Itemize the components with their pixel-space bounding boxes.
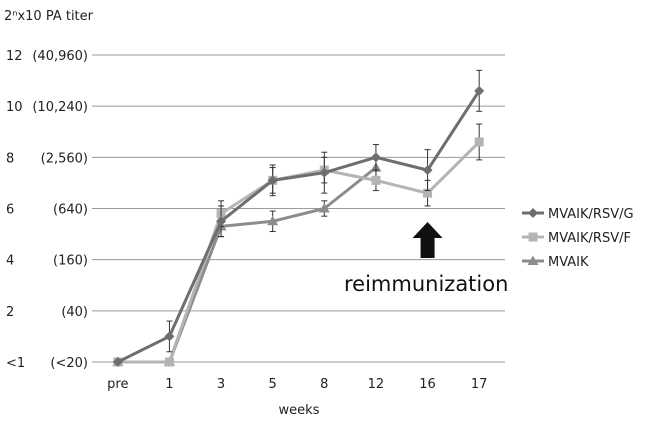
data-point <box>474 85 485 96</box>
data-point <box>422 165 433 176</box>
y-tick-titer-label: (<20) <box>50 356 88 371</box>
legend-item: MVAIK/RSV/G <box>522 207 634 222</box>
y-tick-titer-label: (40,960) <box>32 49 88 64</box>
legend-item: MVAIK <box>522 255 589 270</box>
x-tick-label: 1 <box>165 377 173 392</box>
data-point <box>319 167 330 178</box>
legend: MVAIK/RSV/G MVAIK/RSV/F MVAIK <box>522 207 634 270</box>
legend-label: MVAIK <box>548 255 589 270</box>
data-point <box>474 137 484 147</box>
legend-marker <box>528 232 538 242</box>
y-tick-titer-label: (40) <box>61 305 88 320</box>
y-tick-labels: <1 (<20) 2 (40) 4 (160) 6 (640) 8 (2,560) 10 (10,24… <box>6 49 88 371</box>
x-tick-label: 12 <box>368 377 385 392</box>
legend-item: MVAIK/RSV/F <box>522 231 631 246</box>
x-tick-label: pre <box>107 377 128 392</box>
x-tick-labels: pre 1 3 5 8 12 16 17 <box>107 377 487 392</box>
legend-marker <box>527 255 539 265</box>
series-lines <box>112 69 485 367</box>
legend-marker <box>528 208 538 218</box>
x-tick-label: 16 <box>419 377 436 392</box>
y-tick-titer-label: (2,560) <box>41 151 88 166</box>
y-tick-label: 12 <box>6 49 23 64</box>
series-2 <box>112 156 382 366</box>
up-arrow-icon <box>412 222 443 258</box>
y-tick-label: 4 <box>6 254 14 269</box>
x-axis-title: weeks <box>279 403 320 418</box>
annotation: reimmunization <box>344 222 508 296</box>
data-point <box>318 203 330 213</box>
grid-lines <box>92 54 505 363</box>
x-tick-label: 17 <box>471 377 488 392</box>
data-point <box>216 216 227 227</box>
data-point <box>112 357 123 367</box>
series-line <box>117 89 481 364</box>
y-axis-title: 2ⁿx10 PA titer <box>4 9 94 24</box>
data-point <box>371 175 381 185</box>
data-point <box>267 215 279 226</box>
x-tick-label: 3 <box>217 377 225 392</box>
x-tick-label: 5 <box>269 377 277 392</box>
y-tick-label: <1 <box>6 356 25 371</box>
y-tick-titer-label: (640) <box>53 203 88 218</box>
legend-label: MVAIK/RSV/F <box>548 231 631 246</box>
data-point <box>164 331 175 342</box>
series-0 <box>112 69 485 367</box>
annotations: reimmunization <box>344 222 508 296</box>
legend-label: MVAIK/RSV/G <box>548 207 634 222</box>
x-tick-label: 8 <box>320 377 328 392</box>
y-tick-titer-label: (160) <box>53 254 88 269</box>
data-point <box>370 152 381 163</box>
y-tick-label: 10 <box>6 100 23 115</box>
y-tick-label: 8 <box>6 151 14 166</box>
annotation-label: reimmunization <box>344 272 508 296</box>
data-point <box>267 175 278 186</box>
y-tick-label: 6 <box>6 203 14 218</box>
data-point <box>164 357 174 367</box>
y-tick-label: 2 <box>6 305 14 320</box>
data-point <box>423 188 433 198</box>
y-tick-titer-label: (10,240) <box>32 100 88 115</box>
